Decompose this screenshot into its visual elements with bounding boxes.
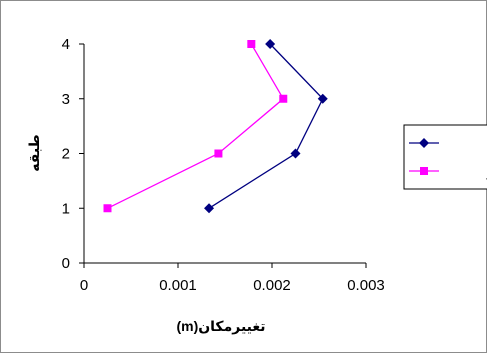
legend: معمولیشیبدار [403, 124, 487, 190]
legend-marker [420, 167, 428, 175]
y-axis-title: طبقه [26, 134, 42, 171]
data-point [279, 94, 288, 103]
y-tick-label: 3 [62, 91, 70, 108]
series-2 [103, 40, 288, 213]
x-tick-label: 0.003 [347, 277, 385, 294]
axes: 0 0.001 0.002 0.003 0 1 2 3 4 [62, 36, 385, 294]
y-tick-label: 2 [62, 146, 70, 163]
series-line [107, 43, 285, 209]
series-line [208, 43, 324, 209]
data-point [204, 203, 215, 214]
x-axis-title: تغییرمکان(m) [176, 318, 265, 335]
data-point [290, 148, 301, 159]
legend-entry: معمولی [409, 138, 439, 148]
y-tick-label: 0 [62, 255, 70, 272]
x-tick-label: 0.002 [253, 277, 291, 294]
data-point [247, 40, 256, 48]
data-point [103, 204, 112, 213]
y-tick-label: 1 [62, 200, 70, 217]
data-point [317, 93, 328, 104]
y-tick-label: 4 [62, 36, 70, 53]
series-1 [204, 39, 328, 214]
legend-box [403, 124, 487, 190]
x-tick-label: 0.001 [159, 277, 197, 294]
series-layer [103, 39, 328, 214]
legend-marker [419, 138, 429, 148]
data-point [265, 39, 276, 49]
data-point [214, 149, 223, 158]
x-tick-label: 0 [80, 277, 88, 294]
